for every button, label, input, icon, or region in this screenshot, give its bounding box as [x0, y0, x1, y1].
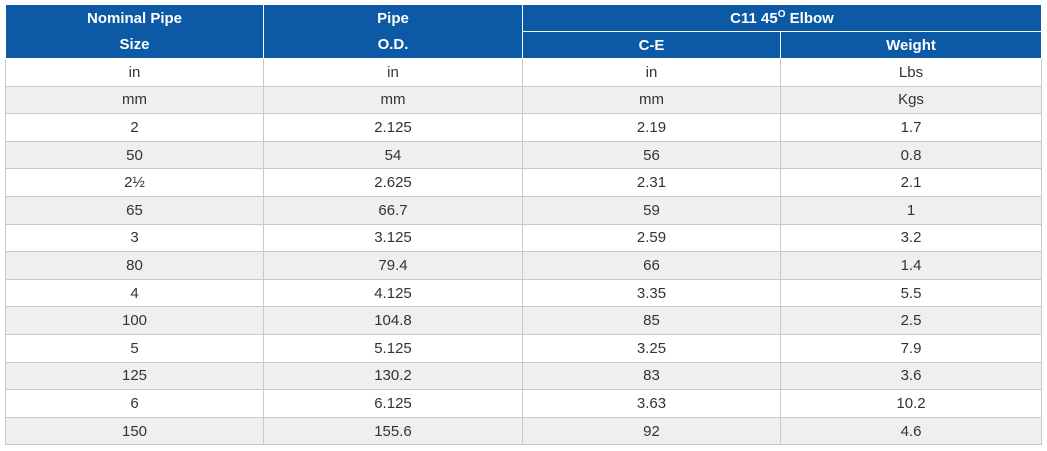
- table-cell: 56: [522, 140, 781, 170]
- table-cell: 50: [5, 140, 264, 170]
- table-cell: 5.5: [779, 278, 1043, 308]
- table-row: 150 155.6 92 4.6: [5, 416, 1043, 446]
- table-cell: 125: [5, 361, 264, 391]
- table-cell: 4.6: [779, 416, 1043, 446]
- table-cell: 7.9: [779, 333, 1043, 363]
- table-cell: 1.4: [779, 251, 1043, 280]
- table-cell: 1: [779, 195, 1043, 225]
- table-row: 3 3.125 2.59 3.2: [5, 223, 1043, 253]
- table-cell: 3.35: [522, 278, 781, 308]
- table-cell: 66: [522, 251, 781, 280]
- table-row: 65 66.7 59 1: [5, 195, 1043, 225]
- header-nominal-pipe-size: Nominal Pipe Size: [5, 4, 264, 59]
- header-pipe-line2: O.D.: [377, 35, 409, 53]
- header-ce: C-E: [522, 31, 781, 59]
- table-row: 80 79.4 66 1.4: [5, 251, 1043, 280]
- table-cell: 6.125: [263, 389, 523, 418]
- table-row: in in in Lbs: [5, 58, 1043, 87]
- table-cell: 92: [522, 416, 781, 446]
- table-row: mm mm mm Kgs: [5, 85, 1043, 115]
- table-cell: 150: [5, 416, 264, 446]
- table-cell: 2.625: [263, 168, 523, 197]
- table-row: 125 130.2 83 3.6: [5, 361, 1043, 391]
- table-row: 4 4.125 3.35 5.5: [5, 278, 1043, 308]
- table-cell: 0.8: [779, 140, 1043, 170]
- table-cell: 80: [5, 251, 264, 280]
- header-pipe-line1: Pipe: [377, 9, 409, 27]
- table-cell: 85: [522, 306, 781, 335]
- table-row: 50 54 56 0.8: [5, 140, 1043, 170]
- table-cell: 3.2: [779, 223, 1043, 253]
- table-cell: 4.125: [263, 278, 523, 308]
- table-cell: 3.125: [263, 223, 523, 253]
- table-cell: 2.125: [263, 113, 523, 142]
- table-row: 2 2.125 2.19 1.7: [5, 113, 1043, 142]
- header-nominal-line2: Size: [119, 35, 150, 53]
- table-cell: 6: [5, 389, 264, 418]
- table-cell: 155.6: [263, 416, 523, 446]
- header-group-prefix: C11 45: [730, 9, 778, 27]
- table-cell: 5.125: [263, 333, 523, 363]
- table-row: 100 104.8 85 2.5: [5, 306, 1043, 335]
- header-group-sup: O: [777, 8, 786, 20]
- table-cell: 2.59: [522, 223, 781, 253]
- table-row: 2½ 2.625 2.31 2.1: [5, 168, 1043, 197]
- table-cell: in: [5, 58, 264, 87]
- table-cell: 130.2: [263, 361, 523, 391]
- table-cell: 1.7: [779, 113, 1043, 142]
- table-cell: 2½: [5, 168, 264, 197]
- header-pipe-od: Pipe O.D.: [263, 4, 523, 59]
- table-cell: 2.31: [522, 168, 781, 197]
- table-cell: 5: [5, 333, 264, 363]
- table-cell: mm: [5, 85, 264, 115]
- table-cell: mm: [522, 85, 781, 115]
- table-cell: 10.2: [779, 389, 1043, 418]
- table-cell: 2.5: [779, 306, 1043, 335]
- header-group-elbow: C11 45O Elbow: [521, 4, 1043, 32]
- table-cell: 2.1: [779, 168, 1043, 197]
- table-cell: 59: [522, 195, 781, 225]
- header-group-suffix: Elbow: [785, 9, 834, 27]
- elbow-spec-table: Nominal Pipe Size Pipe O.D. C11 45O Elbo…: [5, 4, 1043, 446]
- table-cell: 54: [263, 140, 523, 170]
- table-body: in in in Lbs mm mm mm Kgs 2 2.125 2.19 1.7 50 54 56 0.8…: [5, 58, 1043, 446]
- table-cell: 100: [5, 306, 264, 335]
- table-row: 6 6.125 3.63 10.2: [5, 389, 1043, 418]
- table-cell: 3.25: [522, 333, 781, 363]
- table-cell: 104.8: [263, 306, 523, 335]
- table-cell: 83: [522, 361, 781, 391]
- table-row: 5 5.125 3.25 7.9: [5, 333, 1043, 363]
- table-cell: 79.4: [263, 251, 523, 280]
- table-header: Nominal Pipe Size Pipe O.D. C11 45O Elbo…: [5, 4, 1043, 59]
- table-cell: 3: [5, 223, 264, 253]
- table-cell: Lbs: [779, 58, 1043, 87]
- table-cell: 2: [5, 113, 264, 142]
- header-weight: Weight: [779, 31, 1043, 59]
- table-cell: 66.7: [263, 195, 523, 225]
- table-cell: 65: [5, 195, 264, 225]
- table-cell: 3.6: [779, 361, 1043, 391]
- table-cell: Kgs: [779, 85, 1043, 115]
- table-cell: in: [263, 58, 523, 87]
- table-cell: mm: [263, 85, 523, 115]
- header-nominal-line1: Nominal Pipe: [86, 9, 183, 27]
- table-cell: 3.63: [522, 389, 781, 418]
- table-cell: 4: [5, 278, 264, 308]
- table-cell: in: [522, 58, 781, 87]
- table-cell: 2.19: [522, 113, 781, 142]
